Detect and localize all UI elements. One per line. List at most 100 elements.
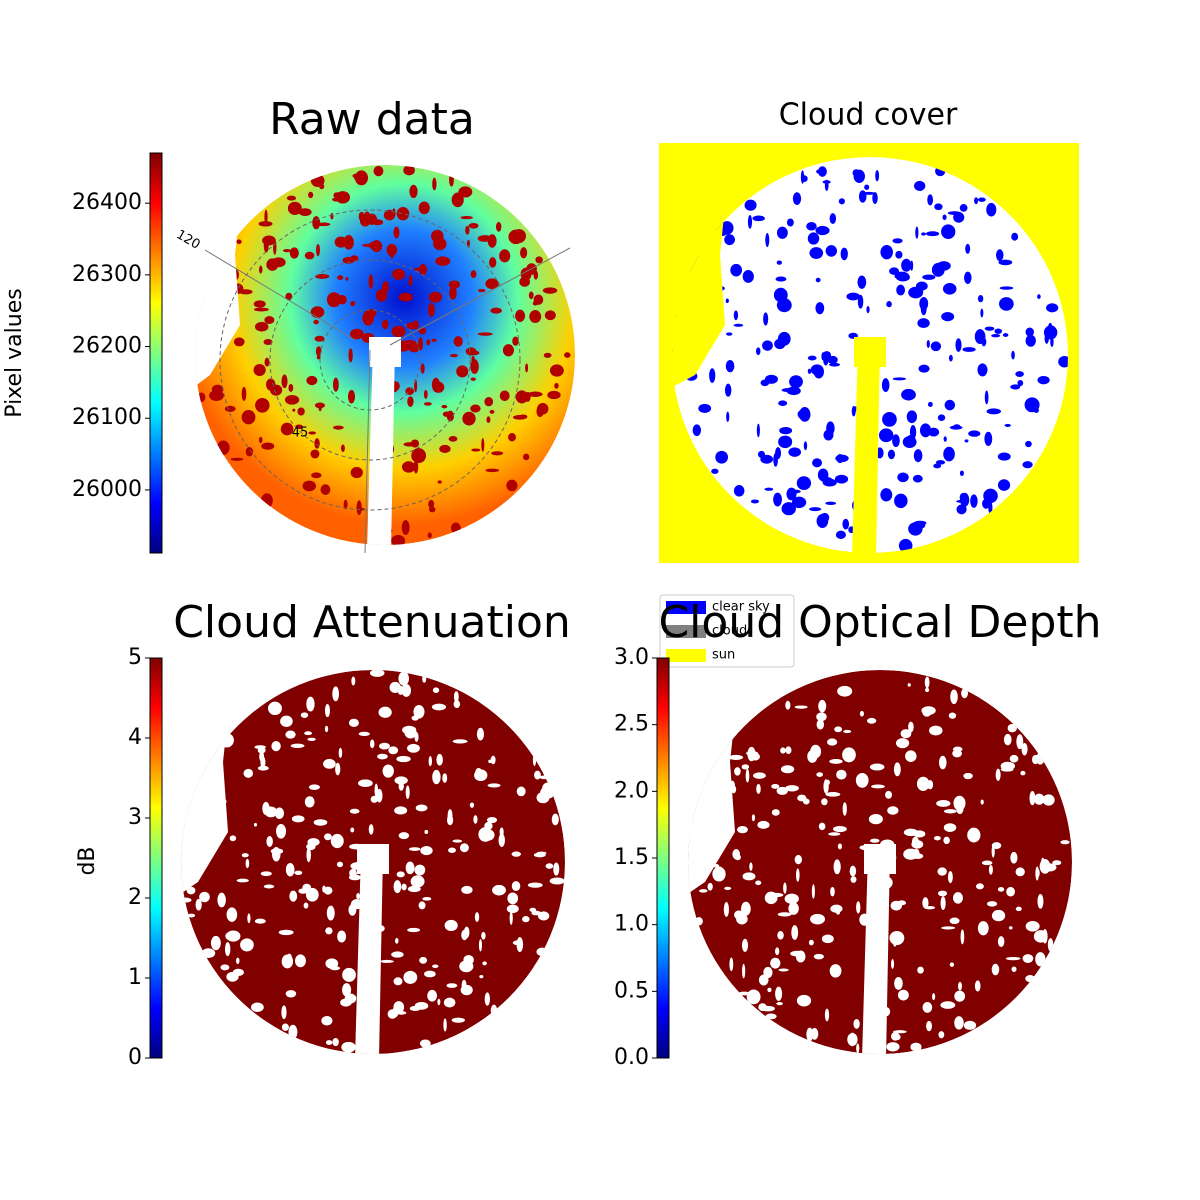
sky-image: [688, 670, 1072, 1054]
cloud-blob: [437, 480, 442, 484]
cloud-blob: [388, 746, 399, 755]
cloud-blob: [816, 772, 823, 777]
cloud-blob: [1044, 333, 1049, 344]
cloud-blob: [934, 203, 943, 211]
cloud-blob: [547, 390, 561, 400]
cloud-blob: [368, 824, 374, 835]
cloud-blob: [936, 800, 951, 807]
cloud-blob: [281, 954, 294, 969]
cloud-blob: [764, 374, 778, 384]
cloud-blob: [963, 772, 973, 780]
colorbar-tick-label: 1: [128, 965, 142, 990]
cloud-blob: [271, 741, 281, 752]
cloud-blob: [199, 891, 210, 903]
legend-swatch: [666, 625, 706, 638]
cloud-blob: [377, 753, 388, 760]
cloud-blob: [531, 910, 542, 916]
cloud-blob: [984, 326, 995, 331]
cloud-blob: [812, 458, 823, 468]
cloud-blob: [790, 950, 804, 957]
cloud-blob: [333, 425, 344, 430]
cloud-blob: [391, 325, 406, 338]
cloud-blob: [724, 383, 732, 397]
cloud-blob: [456, 365, 469, 378]
cloud-blob: [285, 862, 295, 877]
cloud-blob: [423, 389, 428, 400]
cloud-blob: [528, 291, 534, 300]
cloud-blob: [922, 1002, 933, 1013]
cloud-blob: [948, 354, 953, 362]
cloud-blob: [807, 368, 812, 374]
cloud-blob: [439, 444, 451, 453]
cloud-blob: [336, 861, 344, 868]
cloud-blob: [325, 1040, 333, 1046]
cloud-blob: [428, 499, 435, 509]
cloud-blob: [900, 729, 912, 739]
cloud-blob: [954, 990, 966, 1002]
cloud-blob: [796, 476, 812, 491]
shadow-band: [852, 345, 880, 553]
cloud-blob: [1008, 926, 1013, 930]
cloud-blob: [893, 1030, 907, 1034]
cloud-blob: [332, 377, 339, 392]
cloud-blob: [980, 799, 984, 805]
cloud-blob: [282, 248, 292, 253]
cloud-blob: [332, 686, 340, 702]
cloud-blob: [742, 872, 756, 881]
cloud-blob: [432, 687, 440, 693]
legend-label: clear sky: [712, 600, 770, 615]
cloud-blob: [725, 332, 733, 336]
cloud-blob: [962, 347, 976, 352]
cloud-blob: [788, 902, 799, 915]
cloud-blob: [843, 729, 852, 734]
cloud-blob: [733, 485, 745, 497]
panel-title: Raw data: [269, 94, 475, 145]
cloud-blob: [809, 507, 822, 512]
cloud-blob: [892, 434, 900, 448]
cloud-blob: [842, 518, 850, 530]
cloud-blob: [265, 812, 271, 816]
cloud-blob: [950, 689, 958, 705]
cloud-blob: [911, 836, 919, 847]
cloud-blob: [916, 776, 930, 791]
cloud-blob: [810, 913, 826, 925]
cloud-blob: [306, 375, 318, 386]
cloud-blob: [380, 959, 394, 963]
cloud-blob: [396, 1011, 407, 1015]
colorbar-tick-label: 1.0: [614, 912, 649, 937]
cloud-blob: [409, 184, 418, 199]
cloud-blob: [1035, 866, 1039, 881]
cloud-blob: [325, 927, 333, 935]
cloud-blob: [485, 468, 500, 473]
cloud-blob: [553, 862, 560, 876]
cloud-blob: [901, 258, 912, 272]
cloud-blob: [274, 807, 285, 819]
cloud-blob: [498, 833, 505, 847]
cloud-blob: [755, 347, 761, 356]
cloud-blob: [1003, 733, 1012, 746]
cloud-blob: [881, 378, 890, 393]
cloud-blob: [408, 847, 421, 851]
cloud-blob: [318, 405, 322, 412]
cloud-blob: [1025, 975, 1035, 983]
cloud-blob: [424, 970, 436, 978]
cloud-blob: [1047, 938, 1054, 952]
cloud-blob: [834, 474, 849, 484]
cloud-blob: [926, 1020, 932, 1032]
cloud-blob: [453, 691, 459, 703]
cloud-blob: [742, 963, 746, 979]
cloud-blob: [863, 191, 875, 195]
cloud-blob: [201, 948, 216, 959]
cloud-blob: [1020, 770, 1026, 776]
cloud-blob: [245, 858, 250, 869]
cloud-blob: [846, 292, 861, 301]
cloud-blob: [306, 843, 316, 851]
cloud-blob: [734, 910, 744, 920]
cloud-blob: [1042, 794, 1055, 806]
cloud-blob: [737, 826, 748, 834]
cloud-blob: [263, 339, 273, 345]
cloud-blob: [325, 958, 339, 969]
cloud-blob: [750, 499, 760, 504]
cloud-blob: [1042, 863, 1057, 872]
